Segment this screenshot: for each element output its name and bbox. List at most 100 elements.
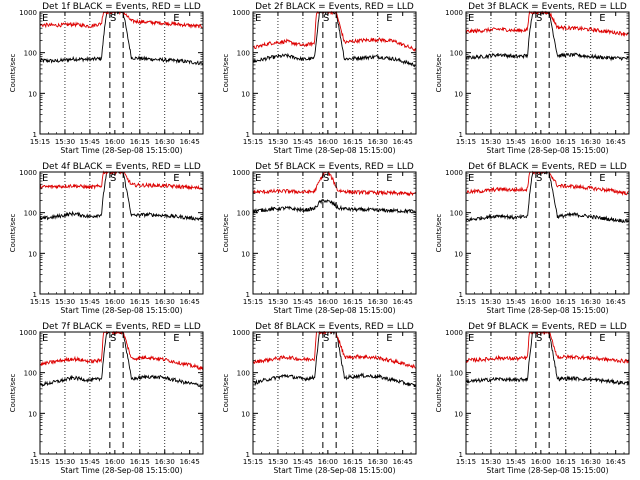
- panel-title: Det 1f BLACK = Events, RED = LLD: [42, 2, 201, 12]
- x-tick-label: 15:15: [456, 138, 476, 146]
- y-tick-label: 10: [28, 410, 37, 418]
- x-tick-label: 16:45: [606, 298, 626, 306]
- y-tick-label: 1: [459, 451, 463, 459]
- marker-e-end: E: [386, 13, 392, 24]
- series-line-events: [465, 170, 629, 224]
- x-tick-label: 16:00: [105, 458, 125, 466]
- y-tick-label: 100: [24, 370, 37, 378]
- x-axis-label: Start Time (28-Sep-08 15:15:00): [487, 146, 609, 155]
- x-tick-label: 16:30: [155, 458, 175, 466]
- plot-frame: [465, 331, 630, 455]
- marker-e-end: E: [599, 333, 605, 344]
- y-tick-label: 100: [24, 50, 37, 58]
- series-line-events: [252, 198, 416, 215]
- marker-e-start: E: [42, 173, 48, 184]
- plot-frame: [252, 11, 417, 135]
- plot-frame: [39, 331, 204, 455]
- y-tick-label: 1000: [19, 169, 37, 177]
- panel-title: Det 7f BLACK = Events, RED = LLD: [42, 322, 201, 332]
- x-tick-label: 16:15: [556, 138, 576, 146]
- x-axis-label: Start Time (28-Sep-08 15:15:00): [61, 306, 183, 315]
- y-axis-label: Counts/sec: [435, 54, 443, 93]
- x-tick-label: 16:45: [393, 298, 413, 306]
- y-tick-label: 1: [246, 131, 250, 139]
- y-tick-label: 1: [33, 451, 37, 459]
- panel-title: Det 3f BLACK = Events, RED = LLD: [468, 2, 627, 12]
- plot-frame: [39, 171, 204, 295]
- y-axis-label: Counts/sec: [435, 374, 443, 413]
- x-tick-label: 15:30: [55, 458, 75, 466]
- panel-title: Det 8f BLACK = Events, RED = LLD: [255, 322, 414, 332]
- x-tick-label: 16:00: [318, 298, 338, 306]
- x-tick-label: 15:45: [293, 458, 313, 466]
- x-tick-label: 15:15: [243, 138, 263, 146]
- series-line-events: [252, 330, 416, 388]
- x-tick-label: 16:00: [318, 458, 338, 466]
- plot-frame: [465, 11, 630, 135]
- panel-title: Det 2f BLACK = Events, RED = LLD: [255, 2, 414, 12]
- y-tick-label: 1000: [445, 329, 463, 337]
- x-axis-label: Start Time (28-Sep-08 15:15:00): [274, 306, 396, 315]
- marker-e-start: E: [42, 333, 48, 344]
- x-tick-label: 16:00: [105, 138, 125, 146]
- x-tick-label: 16:45: [180, 458, 200, 466]
- x-tick-label: 15:15: [243, 458, 263, 466]
- x-tick-label: 15:30: [481, 138, 501, 146]
- x-tick-label: 15:30: [268, 138, 288, 146]
- x-tick-label: 16:45: [393, 458, 413, 466]
- x-tick-label: 16:15: [130, 138, 150, 146]
- x-tick-label: 16:30: [581, 138, 601, 146]
- y-tick-label: 100: [450, 370, 463, 378]
- marker-e-end: E: [599, 13, 605, 24]
- x-axis-label: Start Time (28-Sep-08 15:15:00): [61, 146, 183, 155]
- x-tick-label: 16:00: [531, 298, 551, 306]
- y-axis-label: Counts/sec: [9, 374, 17, 413]
- x-tick-label: 16:30: [581, 458, 601, 466]
- marker-e-start: E: [255, 13, 261, 24]
- x-tick-label: 15:15: [243, 298, 263, 306]
- x-tick-label: 16:30: [155, 138, 175, 146]
- y-tick-label: 100: [450, 50, 463, 58]
- y-tick-label: 1000: [445, 9, 463, 17]
- x-tick-label: 15:15: [456, 458, 476, 466]
- x-tick-label: 16:15: [130, 298, 150, 306]
- x-tick-label: 15:45: [293, 138, 313, 146]
- series-line-events: [465, 10, 629, 62]
- marker-s: S: [323, 333, 329, 344]
- x-tick-label: 16:15: [343, 458, 363, 466]
- marker-s: S: [323, 13, 329, 24]
- y-tick-label: 10: [28, 90, 37, 98]
- panel-title: Det 6f BLACK = Events, RED = LLD: [468, 162, 627, 172]
- y-axis-label: Counts/sec: [222, 54, 230, 93]
- x-tick-label: 15:15: [30, 138, 50, 146]
- marker-s: S: [110, 173, 116, 184]
- x-tick-label: 15:30: [268, 458, 288, 466]
- marker-e-end: E: [173, 173, 179, 184]
- x-tick-label: 15:30: [481, 458, 501, 466]
- x-tick-label: 15:45: [293, 298, 313, 306]
- x-tick-label: 15:30: [268, 298, 288, 306]
- x-tick-label: 16:00: [531, 458, 551, 466]
- y-axis-label: Counts/sec: [9, 214, 17, 253]
- series-line-lld: [465, 10, 629, 37]
- marker-s: S: [323, 173, 329, 184]
- y-axis-label: Counts/sec: [222, 374, 230, 413]
- y-tick-label: 100: [237, 370, 250, 378]
- y-tick-label: 10: [454, 90, 463, 98]
- marker-e-start: E: [255, 333, 261, 344]
- x-axis-label: Start Time (28-Sep-08 15:15:00): [487, 466, 609, 475]
- marker-e-start: E: [468, 13, 474, 24]
- y-tick-label: 1000: [232, 169, 250, 177]
- y-tick-label: 10: [241, 410, 250, 418]
- marker-e-start: E: [468, 333, 474, 344]
- x-tick-label: 15:15: [456, 298, 476, 306]
- marker-s: S: [536, 333, 542, 344]
- x-axis-label: Start Time (28-Sep-08 15:15:00): [274, 466, 396, 475]
- x-tick-label: 16:45: [393, 138, 413, 146]
- x-tick-label: 16:15: [343, 298, 363, 306]
